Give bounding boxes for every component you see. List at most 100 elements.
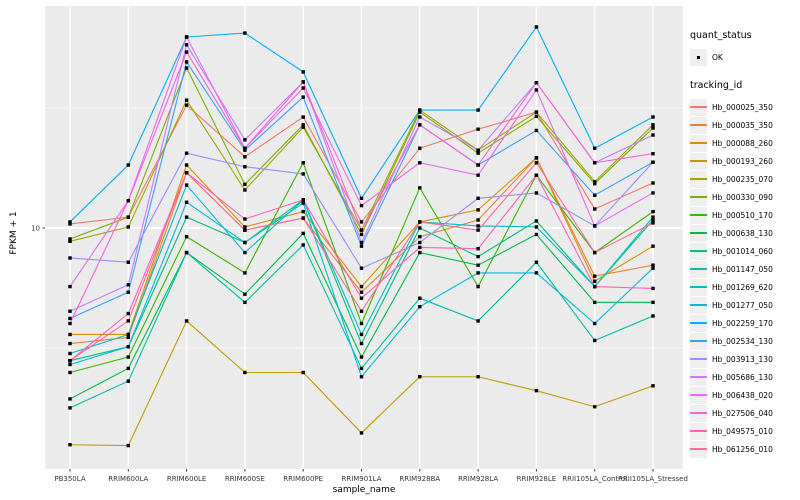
data-point [184,35,189,39]
legend-tracking-id: tracking_id Hb_000025_350 Hb_000035_350 Hb… [690,80,800,458]
data-point [418,186,422,190]
data-point [534,128,539,133]
data-point [184,43,189,47]
legend-item-label: Hb_001269_620 [712,282,773,292]
data-point [593,274,597,278]
data-point [534,25,539,29]
data-point [651,191,655,195]
data-point [243,292,247,296]
data-point [476,246,480,251]
series-key-icon [690,350,707,368]
legend-item-Hb_005686_130: Hb_005686_130 [690,368,800,386]
legend-item-Hb_002259_170: Hb_002259_170 [690,314,800,332]
legend-item-Hb_001269_620: Hb_001269_620 [690,278,800,296]
data-point [243,370,247,375]
legend-item-label: Hb_049575_010 [712,426,773,436]
data-point [68,284,72,289]
data-point [418,304,422,309]
data-point [68,321,72,326]
x-tick-label: RRIM928LE [517,475,557,483]
data-point [68,443,72,447]
data-point [126,379,130,383]
data-point [126,283,130,287]
series-key-icon [690,98,707,116]
series-key-icon [690,116,707,134]
y-tick-label: 10 [31,225,40,233]
data-point [68,406,72,410]
legend-item-Hb_000510_170: Hb_000510_170 [690,206,800,224]
point-marker-icon [697,55,701,59]
data-point [418,108,422,112]
data-point [301,209,305,214]
data-point [301,370,305,375]
data-point [243,188,247,192]
data-point [68,239,72,244]
x-tick-label: RRIM928LA [458,475,498,483]
data-point [68,332,72,337]
data-point [534,114,539,119]
legend-item-label: Hb_027506_040 [712,408,773,418]
series-key-icon [690,224,707,242]
data-point [301,95,305,99]
data-point [359,203,364,208]
legend-item-label: Hb_000638_130 [712,228,773,238]
data-point [651,300,655,305]
data-point [476,375,480,379]
data-point [418,115,422,119]
data-point [476,284,480,289]
data-point [476,196,480,200]
data-point [68,362,72,367]
legend-item-label: Hb_000510_170 [712,210,773,220]
data-point [651,123,655,127]
data-point [534,110,539,114]
series-key-line [690,196,707,198]
legend-item-label: OK [712,52,723,62]
data-point [68,222,72,226]
data-point [418,226,422,230]
data-point [593,279,597,283]
data-point [243,31,247,35]
series-key-line [690,214,707,216]
data-point [243,148,247,152]
data-point [651,384,655,388]
legend-item-label: Hb_002534_130 [712,336,773,346]
data-point [476,208,480,212]
data-point [359,332,364,337]
series-key-line [690,178,707,180]
data-point [476,151,480,155]
data-point [126,260,130,264]
data-point [593,207,597,211]
data-point [418,234,422,239]
data-point [651,286,655,291]
data-point [243,155,247,159]
series-key-line [690,340,707,342]
data-point [359,244,364,248]
legend-item-label: Hb_001014_060 [712,246,773,256]
series-key-icon [690,278,707,296]
data-point [534,161,539,165]
data-point [301,243,305,247]
series-key-icon [690,314,707,332]
data-point [593,193,597,197]
data-point [418,123,422,127]
data-point [651,221,655,225]
data-point [243,271,247,275]
data-point [418,161,422,165]
data-point [184,50,189,54]
data-point [243,146,247,150]
ok-point-key [690,48,707,66]
data-point [534,219,539,223]
data-point [126,355,130,359]
data-point [184,250,189,255]
data-point [126,319,130,323]
data-point [126,332,130,337]
data-point [418,110,422,114]
data-point [68,220,72,224]
legend: quant_status OK tracking_id Hb_000025_35… [690,30,800,472]
data-point [359,309,364,313]
data-point [126,215,130,219]
x-tick-label: RRIM600LE [167,475,207,483]
data-point [651,115,655,119]
data-point [534,388,539,393]
